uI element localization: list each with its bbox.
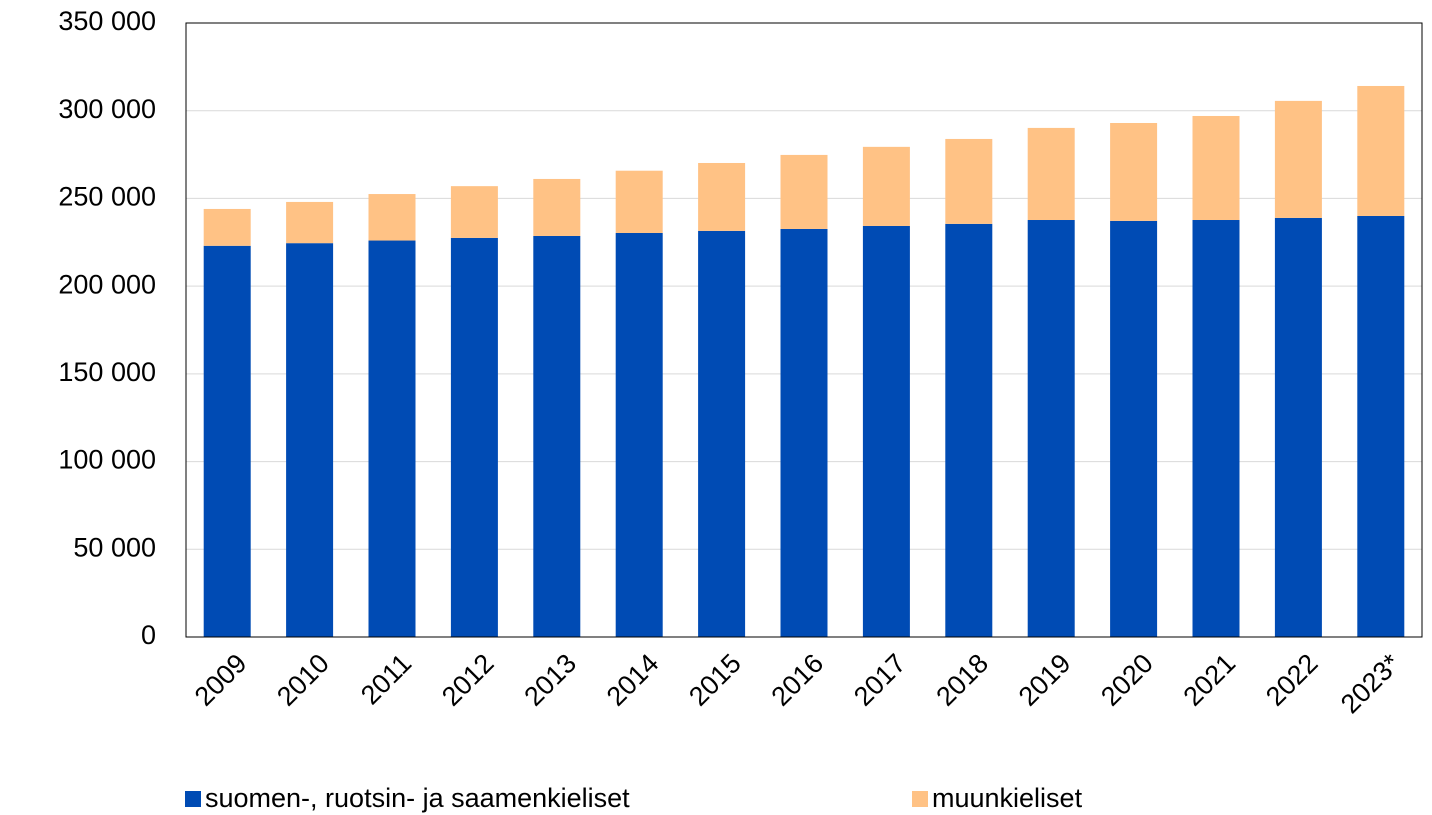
bar xyxy=(368,194,416,241)
bar xyxy=(368,240,416,637)
legend-label: suomen-, ruotsin- ja saamenkieliset xyxy=(205,783,630,813)
x-tick-label: 2019 xyxy=(1013,648,1077,712)
x-tick-label: 2015 xyxy=(683,648,747,712)
x-tick-label: 2012 xyxy=(436,648,500,712)
bar xyxy=(862,146,910,226)
x-tick-label: 2020 xyxy=(1095,648,1159,712)
x-tick-label: 2011 xyxy=(355,648,417,710)
bar xyxy=(1110,122,1158,221)
bar xyxy=(450,186,498,238)
bar xyxy=(1192,220,1240,637)
bar xyxy=(945,138,993,224)
x-tick-label: 2017 xyxy=(848,648,912,712)
x-tick-label: 2009 xyxy=(189,648,253,712)
bar xyxy=(615,232,663,637)
y-tick-label: 50 000 xyxy=(73,532,156,562)
y-tick-label: 150 000 xyxy=(58,357,156,387)
bar xyxy=(1192,115,1240,221)
x-tick-label: 2023* xyxy=(1335,648,1406,719)
legend-swatch xyxy=(185,791,201,807)
y-tick-label: 350 000 xyxy=(58,6,156,36)
y-tick-label: 0 xyxy=(141,620,156,650)
bar xyxy=(286,201,334,244)
bar xyxy=(533,178,581,236)
y-tick-label: 300 000 xyxy=(58,94,156,124)
bar xyxy=(780,228,828,638)
bar xyxy=(945,223,993,637)
bar xyxy=(1110,220,1158,637)
bar xyxy=(203,245,251,637)
y-tick-label: 200 000 xyxy=(58,269,156,299)
bar xyxy=(1274,217,1322,638)
y-tick-label: 100 000 xyxy=(58,445,156,475)
x-tick-label: 2014 xyxy=(601,648,665,712)
bar xyxy=(1357,85,1405,216)
legend-label: muunkieliset xyxy=(932,783,1083,813)
x-tick-label: 2010 xyxy=(271,648,335,712)
bar xyxy=(780,154,828,229)
plot-frame xyxy=(185,22,1423,638)
bar xyxy=(533,235,581,638)
bar xyxy=(615,170,663,233)
x-tick-label: 2013 xyxy=(518,648,582,712)
x-tick-label: 2016 xyxy=(766,648,830,712)
bar xyxy=(450,237,498,637)
bar xyxy=(1357,215,1405,637)
bar xyxy=(698,230,746,637)
bar xyxy=(1027,220,1075,637)
bar xyxy=(862,225,910,637)
bar xyxy=(698,162,746,231)
legend-swatch xyxy=(912,791,928,807)
y-tick-label: 250 000 xyxy=(58,182,156,212)
x-tick-label: 2021 xyxy=(1178,648,1242,712)
bar xyxy=(1027,127,1075,221)
x-tick-label: 2018 xyxy=(930,648,994,712)
bar xyxy=(203,208,251,246)
bar xyxy=(286,243,334,638)
bar xyxy=(1274,100,1322,218)
x-tick-label: 2022 xyxy=(1260,648,1324,712)
